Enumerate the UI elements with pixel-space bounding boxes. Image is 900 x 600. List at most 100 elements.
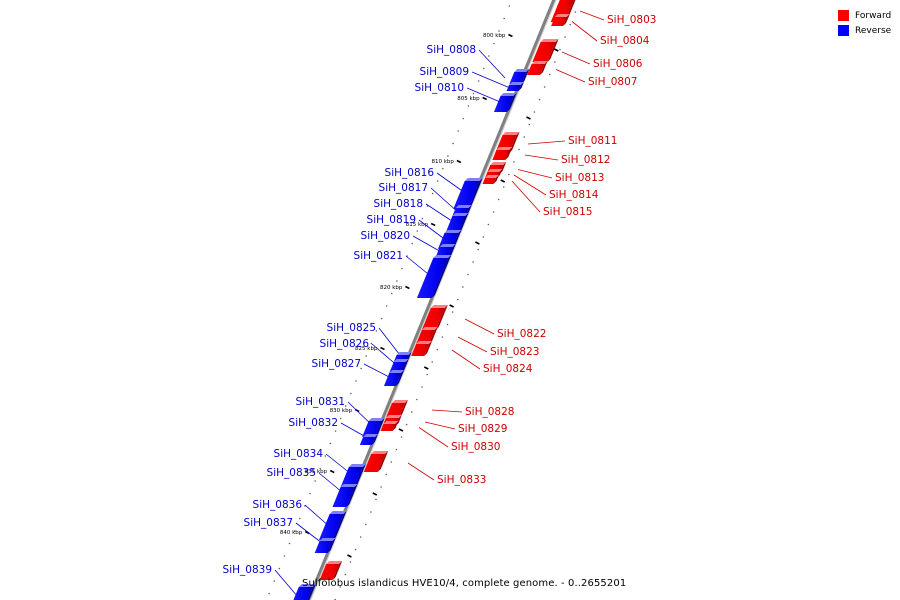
guide-dot (457, 130, 459, 132)
tick-mark (329, 469, 335, 474)
gene-sih-0822-body (421, 308, 445, 330)
guide-dot (370, 342, 373, 345)
guide-dot (288, 542, 291, 545)
gene-label: SiH_0807 (588, 76, 637, 88)
tick-label: 835 kbp (305, 469, 328, 475)
gene-sih-0828-body (386, 403, 405, 417)
guide-dot (467, 273, 469, 276)
guide-dot (273, 580, 276, 582)
gene-sih-0815-top (484, 175, 499, 178)
guide-dot (502, 186, 505, 188)
gene-leader-line (527, 140, 566, 145)
guide-dot (339, 586, 342, 588)
guide-dot (477, 80, 480, 82)
gene-sih-0812-side (505, 147, 513, 160)
tick-mark (430, 222, 436, 227)
tick-mark (500, 179, 506, 183)
gene-sih-0828-side (399, 400, 408, 417)
gene-sih-0824-top (416, 341, 433, 344)
gene-label: SiH_0830 (451, 441, 500, 453)
gene-sih-0839 (293, 584, 316, 600)
guide-dot (498, 30, 500, 32)
gene-leader-line (511, 180, 541, 213)
guide-dot (462, 286, 464, 288)
guide-dot (456, 298, 459, 301)
guide-dot (446, 323, 449, 326)
gene-sih-0830 (380, 421, 399, 431)
gene-sih-0806-side (547, 39, 559, 62)
gene-sih-0807 (527, 61, 548, 75)
guide-dot (528, 123, 531, 126)
gene-sih-0834-top (348, 464, 366, 467)
gene-sih-0833-top (371, 451, 389, 454)
guide-dot (482, 67, 485, 70)
gene-leader-line (412, 235, 444, 254)
tick-mark (449, 304, 454, 308)
gene-sih-0809 (506, 82, 524, 91)
gene-leader-line (579, 10, 605, 21)
guide-dot (421, 217, 424, 220)
gene-label: SiH_0813 (555, 172, 604, 184)
gene-sih-0823-side (429, 327, 438, 344)
gene-sih-0816 (453, 178, 483, 209)
guide-dot (360, 367, 362, 370)
gene-sih-0824 (411, 341, 433, 356)
gene-leader-line (418, 427, 449, 448)
gene-sih-0808-side (521, 69, 530, 84)
legend-reverse: Reverse (838, 23, 891, 38)
guide-dot (467, 105, 470, 107)
gene-unlabelled-side (332, 561, 343, 580)
gene-sih-0821-body (416, 258, 449, 298)
legend: Forward Reverse (838, 8, 891, 38)
gene-sih-0812 (492, 147, 513, 160)
tick-label: 840 kbp (280, 530, 303, 536)
guide-dot (344, 573, 347, 576)
gene-leader-line (471, 71, 511, 89)
guide-dot (518, 148, 520, 151)
gene-sih-0835-top (340, 484, 358, 487)
gene-sih-0804-body (551, 17, 567, 26)
gene-label: SiH_0839 (223, 564, 272, 576)
gene-sih-0822-side (435, 305, 448, 330)
tick-mark (372, 492, 378, 496)
guide-dot (492, 211, 495, 213)
gene-sih-0831-side (375, 418, 385, 437)
gene-sih-0818-body (445, 216, 466, 234)
gene-sih-0815-side (493, 175, 499, 184)
guide-dot (431, 361, 433, 363)
guide-dot (442, 167, 444, 170)
gene-label: SiH_0825 (327, 322, 376, 334)
gene-sih-0837-side (327, 538, 336, 553)
guide-dot (538, 98, 541, 101)
gene-sih-0808-top (514, 69, 530, 72)
gene-sih-0832-side (371, 434, 379, 445)
guide-dot (523, 136, 525, 138)
gene-sih-0817-top (455, 205, 472, 208)
gene-sih-0804-side (563, 14, 570, 26)
gene-sih-0810 (493, 93, 517, 112)
gene-label: SiH_0809 (420, 66, 469, 78)
gene-unlabelled-top (326, 561, 343, 564)
gene-sih-0824-body (411, 344, 430, 356)
guide-dot (559, 48, 561, 51)
gene-leader-line (464, 318, 495, 335)
gene-label: SiH_0817 (379, 182, 428, 194)
gene-leader-line (517, 169, 553, 179)
gene-sih-0823 (416, 327, 438, 344)
gene-leader-line (555, 69, 586, 83)
gene-sih-0809-top (508, 82, 524, 85)
gene-sih-0830-top (383, 421, 399, 424)
gene-sih-0824-side (424, 341, 433, 356)
gene-sih-0837-body (314, 541, 333, 553)
gene-sih-0809-side (518, 82, 524, 91)
gene-sih-0833-body (363, 454, 386, 472)
guide-dot (319, 467, 322, 470)
gene-sih-0831 (362, 418, 385, 437)
gene-sih-0819-top (444, 230, 462, 233)
gene-leader-line (431, 409, 463, 413)
gene-sih-0806-top (540, 39, 559, 42)
gene-label: SiH_0804 (600, 35, 650, 47)
gene-label: SiH_0831 (296, 396, 345, 408)
tick-label: 805 kbp (457, 96, 480, 102)
guide-dot (487, 223, 490, 226)
